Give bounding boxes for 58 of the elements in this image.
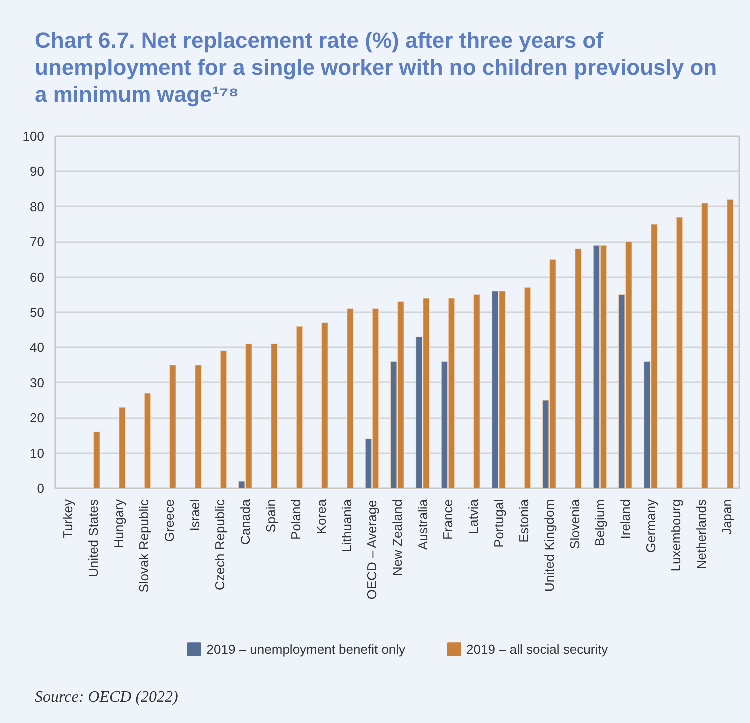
x-tick-label: Luxembourg [668,499,684,572]
y-tick-label: 100 [22,129,45,144]
y-tick-label: 70 [30,234,45,250]
x-tick-label: Ireland [618,500,633,540]
x-tick-label: Slovenia [567,498,582,550]
y-tick-label: 80 [30,199,45,214]
x-tick-label: Hungary [111,499,126,549]
x-tick-label: Czech Republic [212,499,228,591]
x-tick-label: United Kingdom [542,500,557,592]
x-tick-label: Germany [643,499,658,553]
legend-label: 2019 – all social security [466,641,608,657]
x-tick-label: Netherlands [694,499,709,570]
x-tick-label: Spain [263,500,278,533]
y-tick-label: 20 [30,410,45,426]
bar [296,326,304,488]
x-tick-label: OECD – Average [364,500,380,600]
bar [144,393,152,488]
y-tick-label: 40 [30,340,45,356]
x-tick-label: New Zealand [390,499,405,576]
bar [702,203,708,488]
bar [271,344,278,488]
bar [322,322,328,488]
bar [195,365,202,488]
bar [524,288,532,488]
chart-title: Chart 6.7. Net replacement rate (%) after three years of unemployment for a single worker with no children previously on a minimum wage¹⁷⁸ [34,27,718,108]
x-tick-label: France [440,499,456,540]
x-tick-label: Greece [162,499,177,542]
x-tick-label: Turkey [60,499,76,539]
x-tick-label: Latvia [466,498,481,534]
y-tick-label: 60 [30,270,45,285]
y-tick-label: 0 [37,481,45,496]
x-tick-label: Canada [238,498,253,546]
x-tick-label: Israel [187,499,202,532]
x-tick-label: United States [86,499,101,578]
x-tick-label: Portugal [491,499,506,548]
bar [94,432,100,488]
x-tick-label: Lithuania [339,498,354,552]
bar [727,200,734,488]
bar [474,294,480,488]
y-tick-label: 30 [30,375,45,390]
bar [170,365,176,488]
y-tick-label: 90 [30,164,45,180]
x-tick-label: Australia [415,498,430,550]
x-tick-label: Korea [314,498,329,534]
x-tick-label: Poland [288,499,304,540]
bar [220,350,228,488]
x-tick-label: Belgium [592,500,608,546]
bar [347,308,354,488]
x-tick-label: Slovak Republic [136,499,152,593]
bar [119,407,126,488]
bar [676,217,684,488]
x-tick-label: Estonia [516,498,532,543]
y-tick-label: 10 [30,446,45,461]
bar [575,248,582,488]
legend-label: 2019 – unemployment benefit only [206,641,406,657]
y-tick-label: 50 [30,305,45,320]
x-tick-label: Japan [719,500,734,535]
source-note: Source: OECD (2022) [35,688,178,708]
